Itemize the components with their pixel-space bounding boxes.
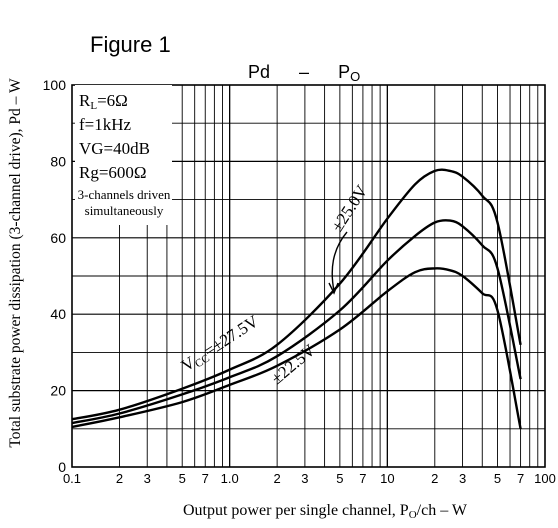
x-tick-label: 2: [116, 471, 123, 486]
x-tick-label: 5: [336, 471, 343, 486]
y-axis-label: Total substrate power dissipation (3-cha…: [7, 78, 24, 448]
figure-label: Figure 1: [90, 32, 171, 57]
mid-curve-annotation: ±25.0V: [327, 181, 371, 235]
x-tick-label: 7: [202, 471, 209, 486]
annotation-arrow: [329, 232, 347, 293]
chart-title-dash: –: [299, 62, 309, 82]
condition-rg: Rg=600Ω: [79, 163, 147, 182]
y-tick-label: 40: [50, 306, 66, 322]
drive-note: 3-channels driven simultaneously: [78, 187, 171, 218]
chart-title: Pd – PO: [248, 62, 360, 84]
x-tick-label: 3: [301, 471, 308, 486]
x-tick-label: 7: [359, 471, 366, 486]
chart-title-symbol: P: [338, 62, 350, 82]
x-tick-label: 7: [517, 471, 524, 486]
condition-rl: RL=6Ω: [79, 91, 128, 112]
y-tick-label: 100: [43, 77, 67, 93]
x-tick-label: 2: [274, 471, 281, 486]
x-axis-label-post: /ch – W: [417, 502, 468, 519]
x-axis-label-sub: O: [409, 509, 417, 521]
vcc-annotation: VCC=±27.5V: [178, 311, 264, 377]
x-tick-label: 3: [144, 471, 151, 486]
vcc-annotation-value: =±27.5V: [200, 311, 262, 361]
y-tick-label: 80: [50, 153, 66, 169]
condition-vg: VG=40dB: [79, 139, 150, 158]
x-tick-label: 1.0: [221, 471, 239, 486]
x-tick-label: 100: [534, 471, 556, 486]
chart-title-subscript: O: [350, 69, 360, 84]
x-axis-label-pre: Output power per single channel, P: [183, 502, 409, 519]
x-tick-label: 3: [459, 471, 466, 486]
drive-note-line-2: simultaneously: [85, 203, 164, 218]
x-axis-label: Output power per single channel, PO/ch –…: [183, 502, 468, 521]
x-tick-labels: 0.1 2 3 5 7 1.0 2 3 5 7 10 2 3 5 7 100: [63, 471, 556, 486]
drive-note-line-1: 3-channels driven: [78, 187, 171, 202]
y-tick-label: 0: [58, 459, 66, 475]
y-tick-label: 60: [50, 230, 66, 246]
series-line-2: [72, 220, 521, 423]
x-tick-label: 2: [431, 471, 438, 486]
x-tick-label: 5: [494, 471, 501, 486]
x-tick-label: 10: [380, 471, 394, 486]
y-tick-labels: 0 20 40 60 80 100: [43, 77, 67, 475]
y-tick-label: 20: [50, 383, 66, 399]
x-tick-label: 5: [179, 471, 186, 486]
condition-f: f=1kHz: [79, 115, 132, 134]
chart-title-main: Pd: [248, 62, 270, 82]
